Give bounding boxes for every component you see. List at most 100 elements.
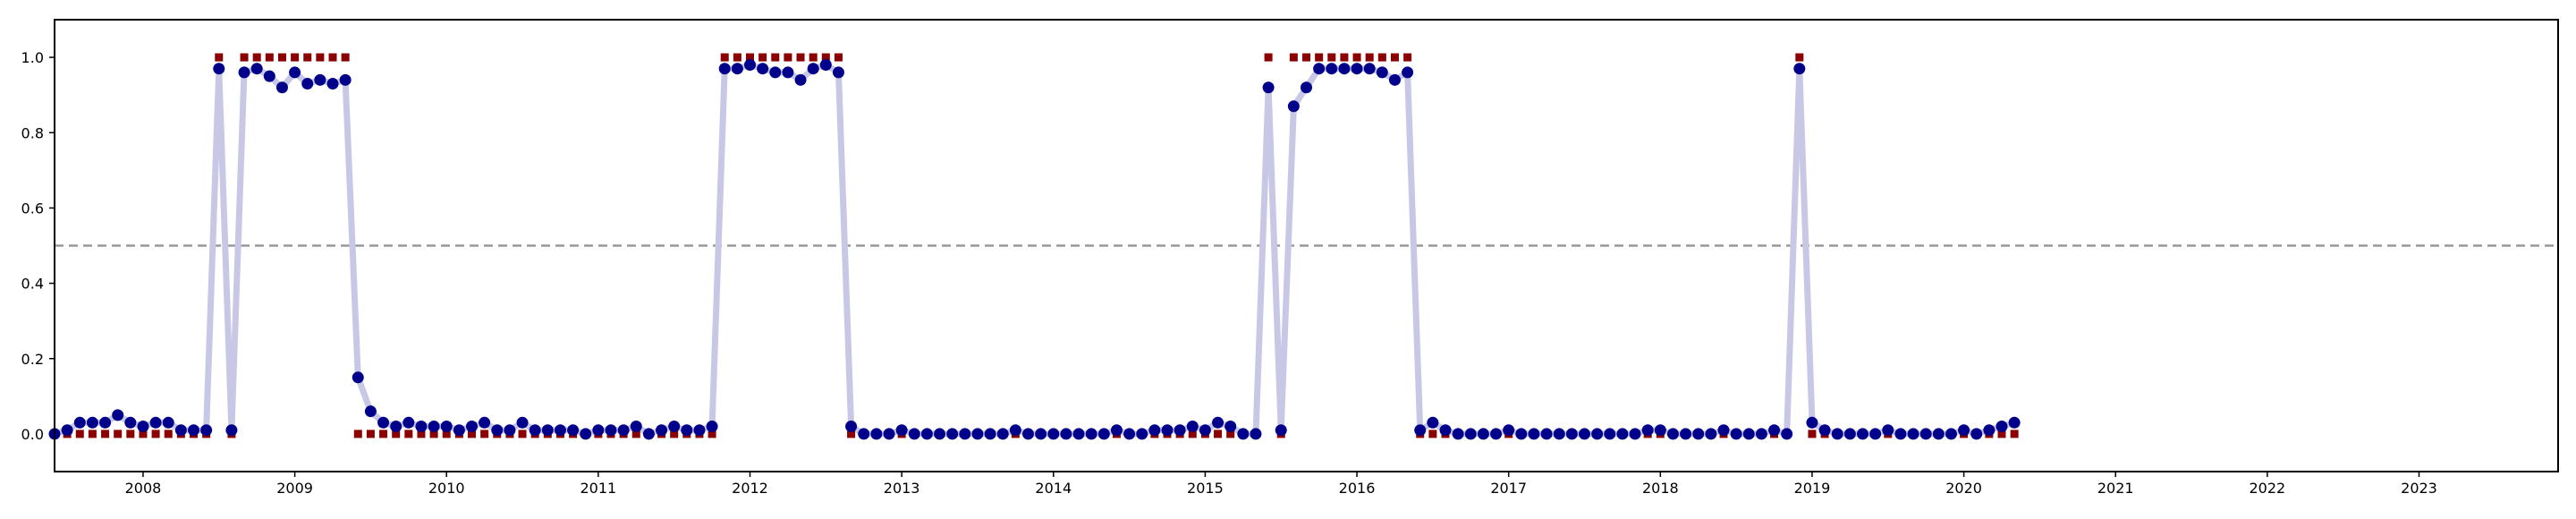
x-tick-label: 2017: [1490, 480, 1527, 497]
binary-marker: [518, 430, 527, 438]
probability-marker: [1654, 424, 1666, 437]
binary-marker: [404, 430, 413, 438]
probability-marker: [1313, 63, 1326, 75]
binary-marker: [720, 53, 729, 62]
probability-marker: [1351, 63, 1363, 75]
probability-marker: [275, 81, 288, 94]
binary-marker: [1302, 53, 1310, 62]
probability-marker: [238, 66, 250, 79]
probability-marker: [1022, 428, 1034, 440]
probability-marker: [1072, 428, 1085, 440]
binary-marker: [1315, 53, 1324, 62]
binary-marker: [1390, 53, 1399, 62]
probability-marker: [934, 428, 946, 440]
binary-marker: [277, 53, 286, 62]
binary-marker: [1226, 430, 1235, 438]
probability-marker: [1806, 416, 1818, 429]
probability-marker: [1831, 428, 1843, 440]
probability-marker: [402, 416, 415, 429]
probability-marker: [1540, 428, 1553, 440]
probability-marker: [1717, 424, 1730, 437]
probability-marker: [883, 428, 895, 440]
binary-marker: [1214, 430, 1223, 438]
probability-marker: [504, 424, 516, 437]
probability-marker: [1161, 424, 1174, 437]
probability-marker: [1174, 424, 1186, 437]
x-tick-label: 2018: [1642, 480, 1679, 497]
probability-marker: [1565, 428, 1578, 440]
binary-marker: [1403, 53, 1412, 62]
binary-marker: [708, 430, 716, 438]
probability-marker: [86, 416, 98, 429]
probability-marker: [516, 416, 529, 429]
probability-marker: [529, 424, 541, 437]
binary-marker: [442, 430, 451, 438]
x-tick-label: 2019: [1794, 480, 1831, 497]
plot-area: 0.0 0.2 0.4 0.6 0.8 1.0 2008 2009 2010 2011 2012 20…: [21, 49, 2558, 497]
binary-marker: [126, 430, 135, 438]
probability-marker: [250, 63, 263, 75]
probability-marker: [1110, 424, 1123, 437]
probability-marker: [845, 421, 858, 432]
y-tick-label: 0.2: [21, 351, 44, 368]
probability-marker: [731, 63, 743, 75]
probability-marker: [1237, 428, 1250, 440]
probability-marker: [769, 66, 782, 79]
probability-marker: [188, 424, 199, 437]
probability-marker: [1882, 424, 1894, 437]
probability-marker: [1199, 424, 1211, 437]
binary-marker: [796, 53, 805, 62]
probability-marker: [1452, 428, 1464, 440]
probability-marker: [1097, 428, 1110, 440]
probability-marker: [263, 70, 275, 82]
probability-marker: [580, 428, 592, 440]
x-tick-label: 2016: [1339, 480, 1376, 497]
probability-marker: [567, 424, 580, 437]
probability-marker: [1148, 424, 1161, 437]
probability-marker: [415, 421, 428, 432]
probability-marker: [301, 78, 314, 90]
probability-marker: [1477, 428, 1489, 440]
binary-marker: [316, 53, 325, 62]
y-tick-label: 0.0: [21, 426, 44, 443]
x-tick-label: 2012: [732, 480, 768, 497]
probability-line: [51, 62, 2018, 438]
probability-marker: [1996, 421, 2008, 432]
probability-marker: [1705, 428, 1717, 440]
x-tick-label: 2011: [580, 480, 617, 497]
probability-marker: [832, 66, 844, 79]
probability-marker: [1363, 63, 1376, 75]
binary-marker: [392, 430, 401, 438]
binary-marker: [771, 53, 780, 62]
binary-marker: [1428, 430, 1437, 438]
binary-marker: [265, 53, 274, 62]
probability-marker: [326, 78, 339, 90]
probability-marker: [1591, 428, 1604, 440]
probability-marker: [1742, 428, 1755, 440]
probability-marker: [1553, 428, 1565, 440]
probability-marker: [1376, 66, 1388, 79]
y-tick-label: 0.4: [21, 276, 44, 293]
probability-marker: [1490, 428, 1503, 440]
probability-marker: [1818, 424, 1831, 437]
binary-marker: [1997, 430, 2006, 438]
x-tick-label: 2023: [2401, 480, 2437, 497]
binary-marker: [417, 430, 426, 438]
binary-marker: [2010, 430, 2019, 438]
probability-marker: [1262, 81, 1275, 94]
probability-marker: [870, 428, 883, 440]
probability-marker: [1047, 428, 1060, 440]
binary-marker: [1352, 53, 1361, 62]
probability-marker: [1869, 428, 1882, 440]
binary-marker: [468, 430, 476, 438]
probability-marker: [807, 63, 819, 75]
binary-marker: [1289, 53, 1298, 62]
probability-marker: [1275, 424, 1287, 437]
binary-marker: [1188, 430, 1197, 438]
probability-marker: [1666, 428, 1679, 440]
probability-marker: [1503, 424, 1515, 437]
x-tick-label: 2010: [428, 480, 465, 497]
probability-marker: [1857, 428, 1868, 440]
binary-marker: [1264, 53, 1273, 62]
probability-marker: [1958, 424, 1970, 437]
